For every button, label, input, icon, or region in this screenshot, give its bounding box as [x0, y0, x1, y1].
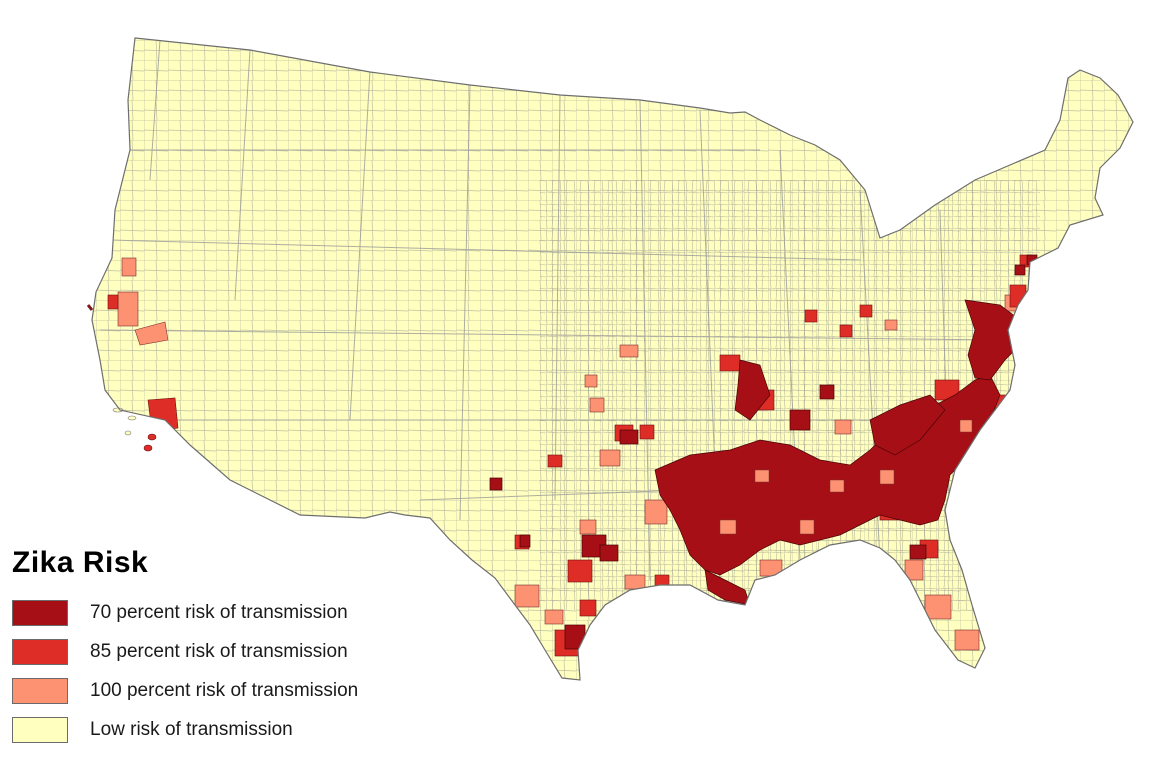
legend-item-100: 100 percent risk of transmission — [12, 671, 432, 710]
legend-title: Zika Risk — [12, 546, 149, 579]
risk-85-islands — [143, 433, 157, 452]
legend-item-70: 70 percent risk of transmission — [12, 593, 432, 632]
legend-swatch-100 — [12, 677, 68, 704]
legend-label-85: 85 percent risk of transmission — [90, 640, 348, 662]
risk-100-accents — [719, 419, 973, 535]
legend-item-85: 85 percent risk of transmission — [12, 632, 432, 671]
legend-swatch-70 — [12, 599, 68, 626]
legend-label-100: 100 percent risk of transmission — [90, 679, 359, 701]
legend-swatch-low — [12, 716, 68, 743]
coastal-county-marker — [86, 304, 94, 311]
legend-label-low: Low risk of transmission — [90, 718, 293, 740]
legend-swatch-85 — [12, 638, 68, 665]
legend-item-low: Low risk of transmission — [12, 710, 432, 749]
map-legend: Zika Risk 70 percent risk of transmissio… — [12, 545, 432, 749]
risk-70-counties — [489, 254, 1038, 650]
legend-label-70: 70 percent risk of transmission — [90, 601, 348, 623]
